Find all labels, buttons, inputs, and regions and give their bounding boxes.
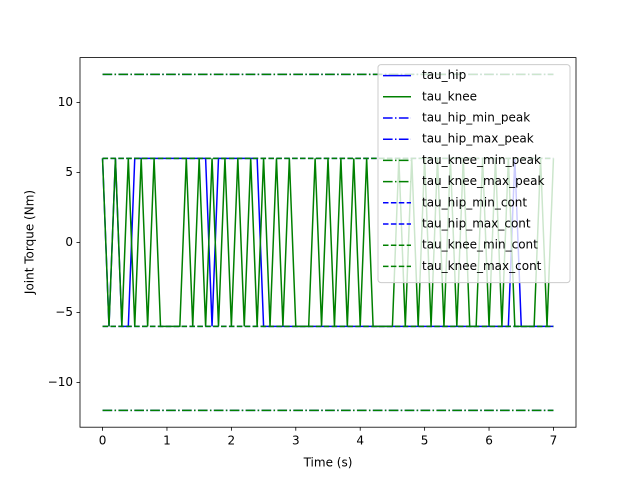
legend-label: tau_hip (422, 68, 466, 82)
y-axis-label: Joint Torque (Nm) (23, 190, 37, 295)
x-tick-label: 1 (163, 434, 171, 448)
legend-label: tau_hip_max_cont (422, 217, 531, 231)
legend-label: tau_knee_min_cont (422, 238, 538, 252)
legend-label: tau_knee_max_peak (422, 174, 544, 188)
y-tick-label: −10 (48, 375, 73, 389)
x-tick-label: 6 (485, 434, 493, 448)
y-tick-label: 0 (65, 235, 73, 249)
legend: tau_hip tau_knee tau_hip_min_peak tau_hip_m… (377, 64, 571, 284)
y-tick-label: 5 (65, 165, 73, 179)
x-axis-label: Time (s) (303, 456, 353, 470)
x-tick-label: 5 (421, 434, 429, 448)
x-tick-label: 7 (550, 434, 558, 448)
x-tick-label: 0 (99, 434, 107, 448)
legend-label: tau_hip_min_cont (422, 195, 527, 209)
x-tick-label: 2 (228, 434, 236, 448)
y-tick-label: −5 (55, 305, 73, 319)
legend-label: tau_knee (422, 89, 477, 103)
x-tick-label: 3 (292, 434, 300, 448)
legend-box (377, 64, 571, 284)
y-tick-label: 10 (58, 95, 73, 109)
legend-label: tau_knee_max_cont (422, 259, 542, 273)
legend-label: tau_knee_min_peak (422, 153, 541, 167)
x-tick-label: 4 (356, 434, 364, 448)
plot-frame (79, 57, 577, 428)
legend-label: tau_hip_min_peak (422, 111, 530, 125)
legend-label: tau_hip_max_peak (422, 132, 534, 146)
